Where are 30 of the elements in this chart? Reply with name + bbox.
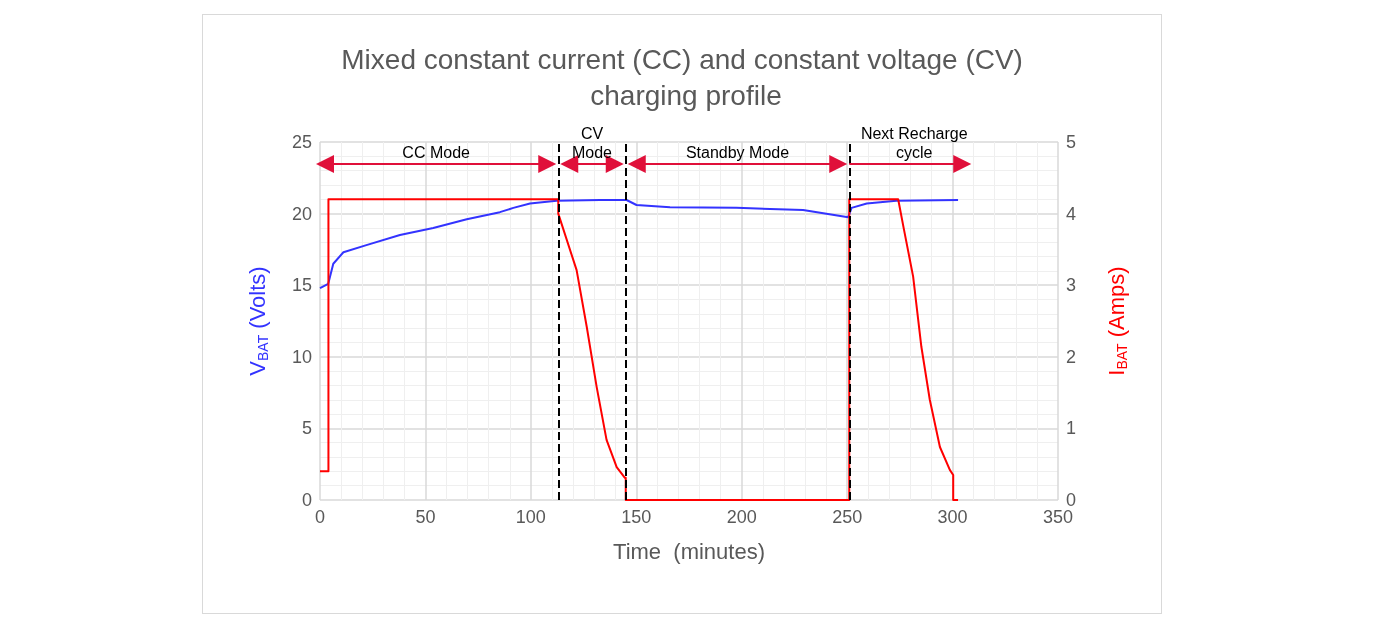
annotation: Next Recharge cycle: [860, 125, 968, 161]
annotation: Standby Mode: [685, 144, 790, 161]
annotation: CC Mode: [402, 144, 471, 161]
x-axis-title: Time (minutes): [613, 538, 765, 564]
y-tick-label: 5: [301, 418, 312, 439]
y2-tick-label: 0: [1066, 490, 1077, 510]
y-tick-label: 0: [301, 490, 312, 510]
y2-tick-label: 3: [1066, 275, 1077, 296]
x-tick-label: 350: [1042, 507, 1074, 527]
x-tick-label: 250: [832, 507, 863, 527]
line-series: [319, 198, 960, 501]
y2-tick-label: 4: [1066, 203, 1077, 224]
line-series: [319, 199, 960, 290]
x-tick-label: 300: [937, 507, 968, 527]
y2-axis-title: IBAT (Amps): [1103, 266, 1130, 376]
y2-tick-label: 2: [1066, 346, 1077, 367]
x-tick-label: 50: [415, 507, 436, 527]
y-axis-title: VBAT (Volts): [244, 266, 271, 376]
y-tick-label: 25: [291, 132, 312, 152]
y2-tick-label: 1: [1066, 418, 1077, 439]
x-tick-label: 0: [314, 507, 326, 527]
x-tick-label: 150: [621, 507, 652, 527]
x-tick-label: 200: [726, 507, 757, 527]
chart-title: Mixed constant current (CC) and constant voltage (CV) charging profile: [341, 43, 1031, 111]
y-tick-label: 20: [291, 203, 312, 224]
y-tick-label: 15: [291, 275, 312, 296]
x-tick-label: 100: [515, 507, 546, 527]
annotation: CV Mode: [571, 125, 613, 161]
y-tick-label: 10: [291, 346, 312, 367]
y2-tick-label: 5: [1066, 132, 1077, 152]
